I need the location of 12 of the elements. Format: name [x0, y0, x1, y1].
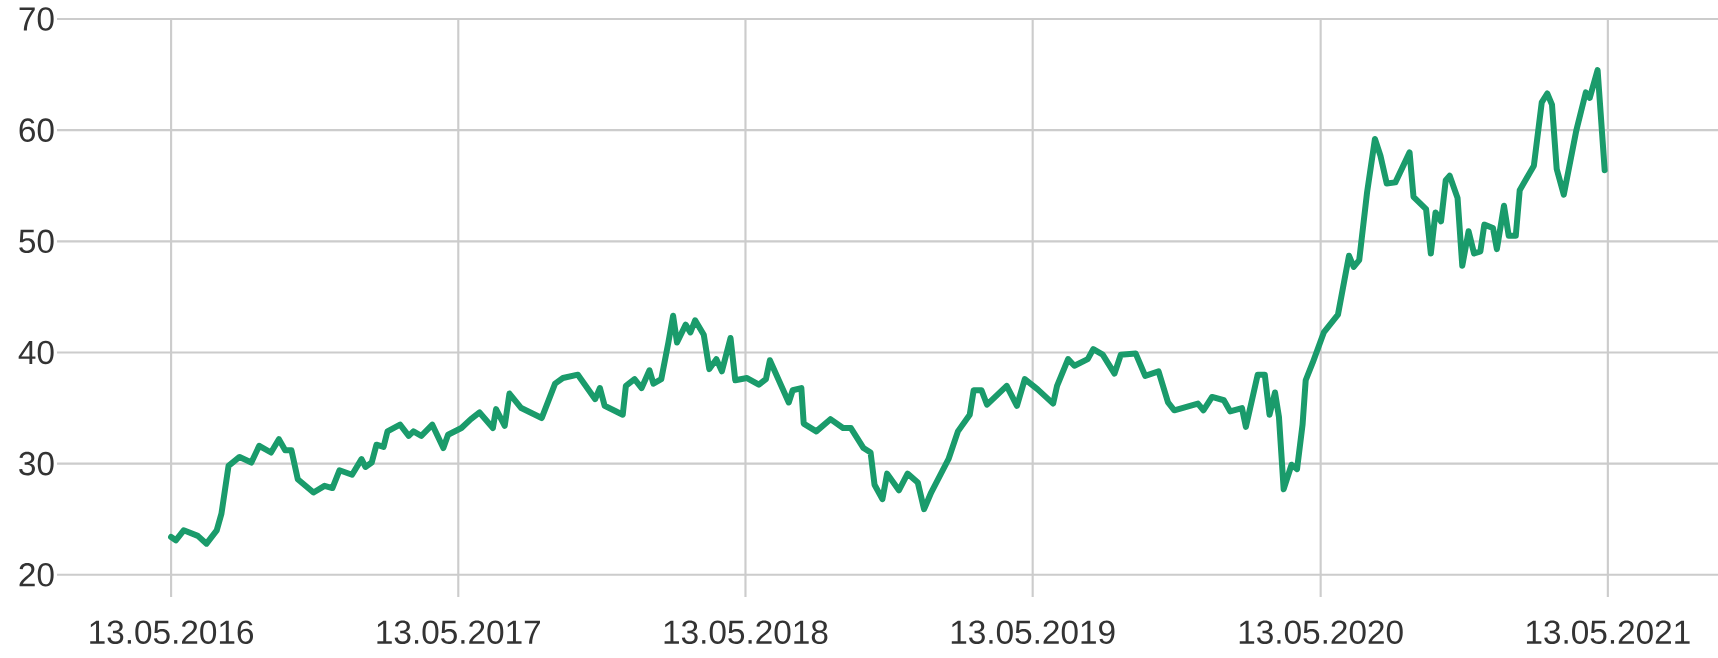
- x-tick-label: 13.05.2017: [377, 620, 540, 644]
- y-tick-label: 30: [19, 451, 54, 476]
- x-tick-label: 13.05.2018: [664, 620, 828, 644]
- x-tick-label: 13.05.2019: [951, 620, 1115, 644]
- y-tick-label: 50: [19, 229, 54, 254]
- y-tick-label: 20: [19, 562, 54, 587]
- y-tick-label: 40: [18, 340, 54, 365]
- y-tick-label: 70: [19, 7, 54, 31]
- x-tick-label: 13.05.2016: [90, 620, 254, 644]
- x-tick-label: 13.05.2021: [1526, 620, 1690, 644]
- y-tick-label: 60: [19, 118, 54, 142]
- x-tick-label: 13.05.2020: [1239, 620, 1403, 644]
